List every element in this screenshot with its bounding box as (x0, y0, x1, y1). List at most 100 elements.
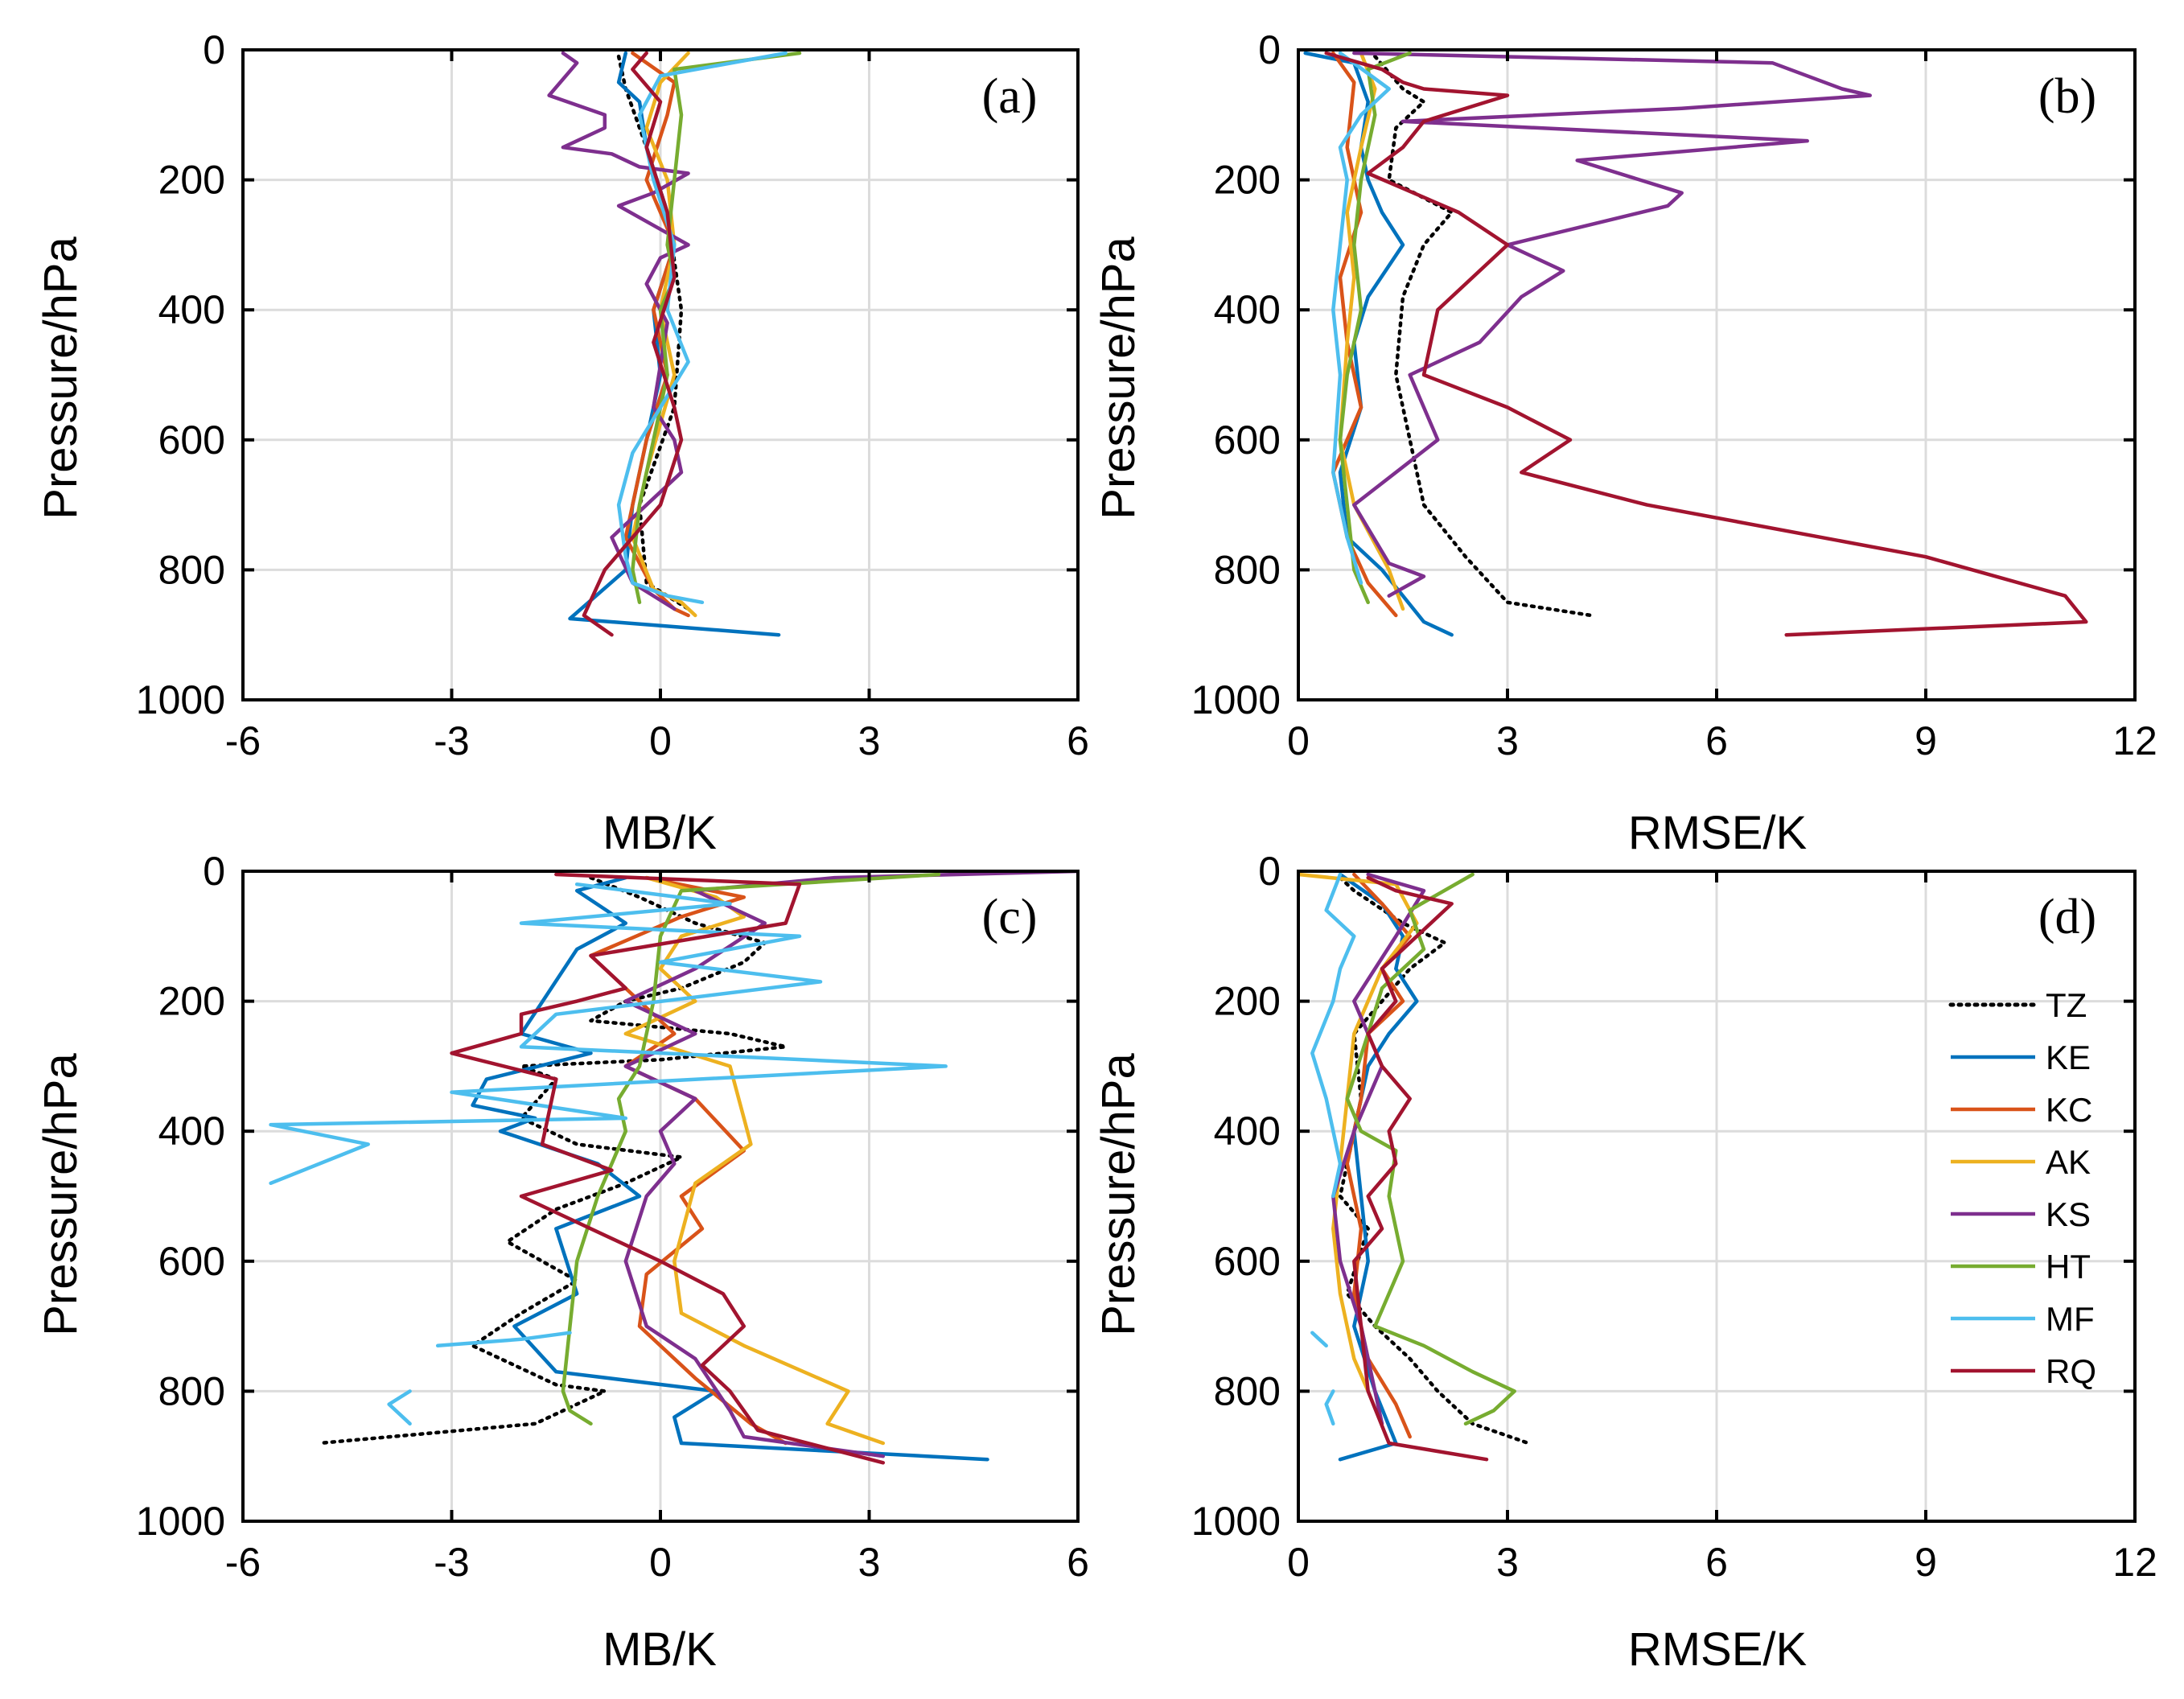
panel-a-series (547, 51, 802, 637)
panel-d: (d) RMSE/K Pressure/hPa 0 3 6 9 12 0 200 400 600… (1092, 849, 2157, 1676)
panel-b-ytick-label: 200 (1214, 158, 1281, 203)
panel-d-ytick-label: 600 (1214, 1239, 1281, 1284)
series-mf-line (1331, 51, 1391, 585)
panel-a-tag: (a) (982, 69, 1038, 124)
panel-a-ytick-label: 0 (203, 27, 225, 72)
panel-c: (c) MB/K Pressure/hPa -6 -3 0 3 6 0 200 400 600 8… (35, 849, 1089, 1676)
panel-d-ytick-label: 200 (1214, 979, 1281, 1024)
panel-b-ytick-label: 1000 (1191, 677, 1281, 722)
panel-a-ytick-label: 200 (158, 158, 225, 203)
series-rq-line (450, 872, 886, 1465)
panel-b-xtick-label: 9 (1915, 718, 1937, 763)
panel-b-ytick-label: 400 (1214, 287, 1281, 332)
panel-a-xtick-label: -3 (434, 718, 469, 763)
panel-c-ytick-label: 0 (203, 849, 225, 894)
series-ks-line (623, 871, 1078, 1458)
panel-b-tag: (b) (2038, 69, 2096, 124)
panel-c-xtick-label: 3 (858, 1540, 881, 1585)
series-mf-line (435, 1331, 572, 1348)
panel-b-ytick-label: 600 (1214, 418, 1281, 463)
panel-d-xtick-label: 6 (1705, 1540, 1728, 1585)
panel-c-tag: (c) (982, 890, 1038, 944)
panel-b: (b) RMSE/K Pressure/hPa 0 3 6 9 12 0 200 400 600… (1092, 27, 2157, 859)
series-mf-line (387, 1389, 412, 1426)
series-ks-line (1331, 872, 1426, 1426)
panel-c-xtick-label: 0 (649, 1540, 672, 1585)
series-ht-line (1345, 872, 1516, 1426)
panel-d-tag: (d) (2038, 890, 2096, 944)
panel-c-xtick-label: -3 (434, 1540, 469, 1585)
panel-c-ytick-label: 600 (158, 1239, 225, 1284)
panel-d-xtick-label: 0 (1287, 1540, 1310, 1585)
panel-a-xtick-label: 6 (1067, 718, 1089, 763)
panel-c-series (269, 871, 1078, 1465)
legend-label-ks: KS (2046, 1195, 2091, 1233)
series-rq-line (1352, 875, 1489, 1462)
panel-a-ytick-label: 800 (158, 547, 225, 592)
series-kc-line (589, 875, 788, 1446)
series-mf-line (1310, 1331, 1328, 1348)
panel-c-xtick-label: 6 (1067, 1540, 1089, 1585)
panel-b-ytick-label: 0 (1258, 27, 1281, 72)
panel-b-xtick-label: 6 (1705, 718, 1728, 763)
panel-c-ytick-label: 1000 (136, 1499, 225, 1544)
series-mf-line (1310, 872, 1356, 1199)
series-mf-line (269, 882, 948, 1186)
panel-b-ylabel: Pressure/hPa (1092, 237, 1145, 520)
series-tz-line (616, 54, 690, 611)
panel-d-xtick-label: 12 (2112, 1540, 2157, 1585)
panel-c-ytick-label: 400 (158, 1109, 225, 1154)
panel-d-ylabel: Pressure/hPa (1092, 1053, 1145, 1336)
panel-c-xlabel: MB/K (603, 1623, 717, 1676)
legend: TZ KE KC AK KS HT MF RQ (1948, 986, 2096, 1390)
series-tz-line (1338, 875, 1531, 1446)
legend-label-kc: KC (2046, 1091, 2092, 1129)
panel-a-xtick-label: 0 (649, 718, 672, 763)
panel-c-ytick-label: 800 (158, 1368, 225, 1413)
panel-c-xtick-label: -6 (225, 1540, 261, 1585)
panel-b-xtick-label: 0 (1287, 718, 1310, 763)
series-ak-line (623, 875, 886, 1446)
panel-a-xtick-label: 3 (858, 718, 881, 763)
legend-label-ke: KE (2046, 1039, 2091, 1076)
panel-d-xtick-label: 3 (1496, 1540, 1519, 1585)
panel-c-ytick-label: 200 (158, 979, 225, 1024)
series-tz-line (317, 875, 788, 1446)
panel-b-ytick-label: 800 (1214, 547, 1281, 592)
panel-a-ytick-label: 400 (158, 287, 225, 332)
panel-d-xlabel: RMSE/K (1628, 1623, 1808, 1676)
legend-label-ak: AK (2046, 1143, 2091, 1181)
legend-label-ht: HT (2046, 1248, 2091, 1286)
panel-d-ytick-label: 400 (1214, 1109, 1281, 1154)
series-rq-line (1324, 51, 2088, 637)
panel-d-ytick-label: 0 (1258, 849, 1281, 894)
panel-d-xtick-label: 9 (1915, 1540, 1937, 1585)
legend-label-mf: MF (2046, 1300, 2095, 1338)
panel-c-ylabel: Pressure/hPa (35, 1053, 87, 1336)
panel-d-ytick-label: 800 (1214, 1368, 1281, 1413)
panel-d-series (1298, 872, 1531, 1462)
panel-a-xlabel: MB/K (603, 807, 717, 859)
series-mf-line (1324, 1389, 1335, 1426)
panel-b-xlabel: RMSE/K (1628, 807, 1808, 859)
panel-a: (a) MB/K Pressure/hPa -6 -3 0 3 6 0 200 400 600 8… (35, 27, 1089, 859)
series-mf-line (616, 51, 788, 605)
panel-a-xtick-label: -6 (225, 718, 261, 763)
legend-label-rq: RQ (2046, 1352, 2096, 1390)
series-ke-line (1303, 51, 1454, 637)
series-tz-line (1373, 54, 1594, 618)
series-ks-line (1352, 51, 1872, 598)
series-ht-line (1338, 51, 1412, 605)
panel-a-ylabel: Pressure/hPa (35, 237, 87, 520)
panel-b-xtick-label: 3 (1496, 718, 1519, 763)
panel-a-ytick-label: 600 (158, 418, 225, 463)
panel-a-ytick-label: 1000 (136, 677, 225, 722)
legend-label-tz: TZ (2046, 986, 2087, 1024)
panel-b-xtick-label: 12 (2112, 718, 2157, 763)
panel-d-ytick-label: 1000 (1191, 1499, 1281, 1544)
panel-b-series (1303, 51, 2088, 637)
series-ht-line (561, 872, 941, 1426)
series-rq-line (582, 51, 684, 637)
